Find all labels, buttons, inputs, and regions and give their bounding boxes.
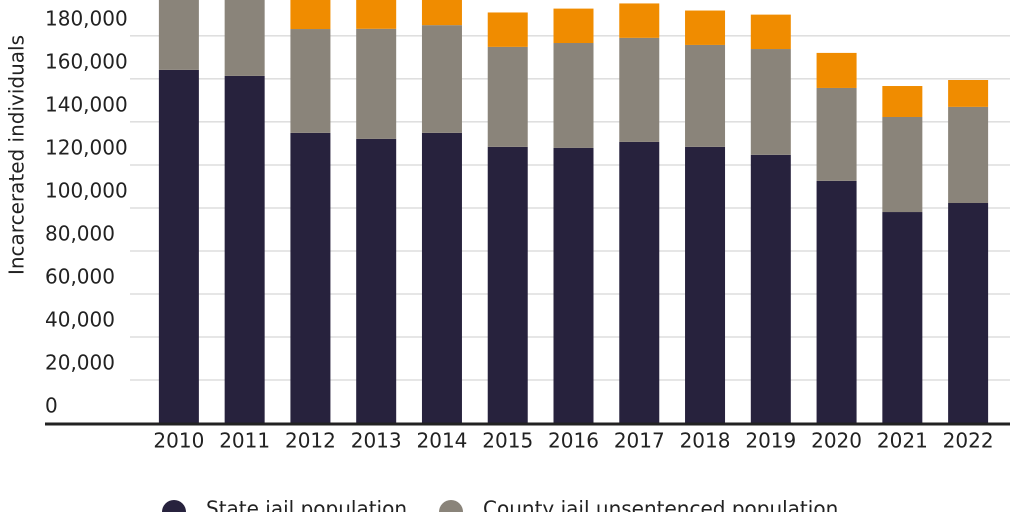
bar-segment [619,141,660,423]
y-tick-label: 180,000 [45,6,128,30]
bar-segment [685,146,726,423]
x-tick-label: 2013 [351,429,402,453]
y-tick-label: 140,000 [45,92,128,116]
y-tick-label: 160,000 [45,49,128,73]
bar-segment [290,132,331,423]
bar-segment [816,52,857,88]
y-tick-label: 100,000 [45,178,128,202]
x-tick-label: 2015 [482,429,533,453]
y-axis-title: Incarcerated individuals [5,35,29,275]
bar-segment [356,138,397,423]
bar-segment [421,132,462,423]
bar-segment [882,86,923,117]
bar-segment [487,46,528,147]
bar-segment [356,28,397,139]
bar-segment [816,180,857,423]
bar-segment [290,0,331,30]
legend-label: State jail population [206,497,407,512]
bar-segment [158,0,199,70]
x-tick-label: 2019 [745,429,796,453]
bar-segment [421,25,462,133]
bar-segment [619,37,660,142]
x-tick-label: 2010 [153,429,204,453]
bar-segment [882,212,923,423]
bar-segment [750,14,791,50]
bar-segment [290,29,331,133]
x-tick-label: 2012 [285,429,336,453]
x-tick-label: 2021 [877,429,928,453]
x-tick-label: 2011 [219,429,270,453]
bar-segment [356,0,397,29]
y-tick-label: 120,000 [45,135,128,159]
x-tick-label: 2022 [943,429,994,453]
bar-segment [487,12,528,47]
y-tick-label: 20,000 [45,350,115,374]
legend-swatch [162,500,186,512]
legend-swatch [439,500,464,512]
bar-segment [487,146,528,423]
bar-segment [685,44,726,147]
bar-segment [553,8,594,44]
bar-segment [553,43,594,148]
bar-segment [224,0,265,76]
bar-segment [816,87,857,181]
x-tick-label: 2020 [811,429,862,453]
bar-segment [619,3,660,38]
bar-segment [948,79,989,107]
bar-segment [158,69,199,424]
x-tick-label: 2014 [417,429,468,453]
bar-segment [948,106,989,204]
x-tick-label: 2016 [548,429,599,453]
bar-segment [421,0,462,26]
bar-segment [224,75,265,423]
bar-segment [948,203,989,423]
y-tick-label: 0 [45,394,58,418]
bar-segment [750,49,791,155]
y-tick-label: 40,000 [45,307,115,331]
y-tick-label: 80,000 [45,221,115,245]
bar-segment [685,10,726,45]
bar-segment [553,147,594,423]
y-tick-label: 60,000 [45,264,115,288]
bar-segment [882,116,923,213]
x-tick-label: 2018 [680,429,731,453]
x-tick-label: 2017 [614,429,665,453]
legend-label: County jail unsentenced population [483,497,838,512]
bar-segment [750,154,791,423]
